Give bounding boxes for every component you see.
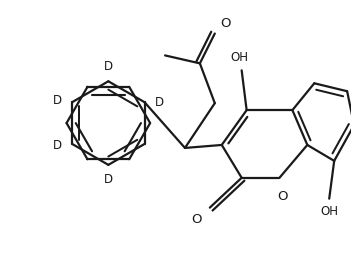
Text: OH: OH: [231, 51, 249, 64]
Text: O: O: [220, 17, 230, 29]
Text: D: D: [104, 173, 113, 186]
Text: D: D: [53, 140, 62, 152]
Text: D: D: [104, 60, 113, 73]
Text: O: O: [191, 213, 202, 225]
Text: D: D: [53, 94, 62, 107]
Text: OH: OH: [320, 205, 338, 218]
Text: D: D: [155, 96, 164, 109]
Text: O: O: [277, 190, 288, 203]
